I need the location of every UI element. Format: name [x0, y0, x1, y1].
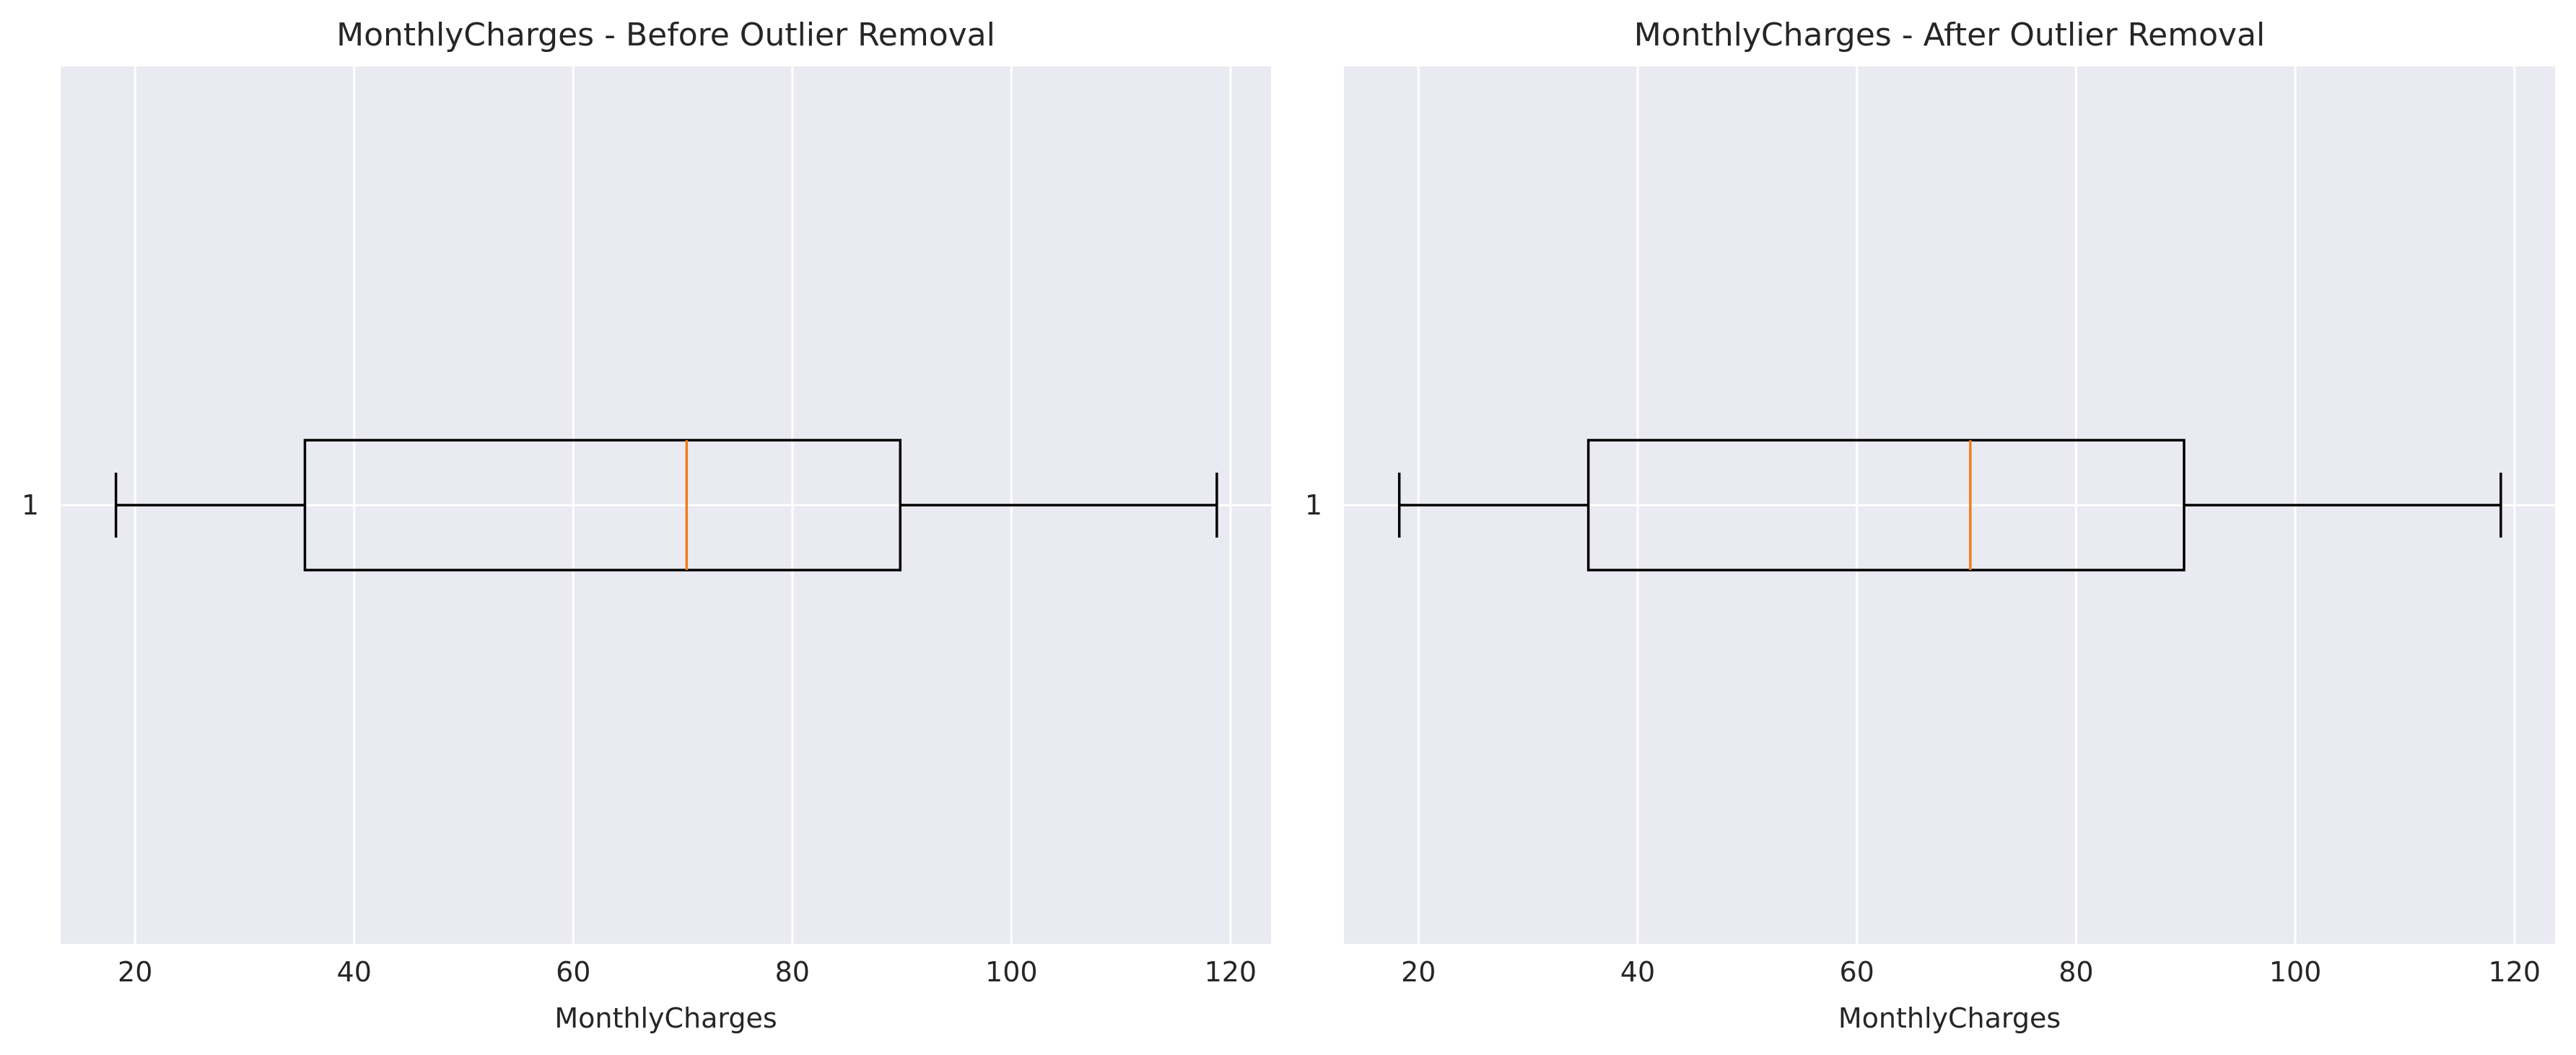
- box-plot: [114, 439, 1218, 572]
- box-iqr: [1586, 439, 2186, 572]
- chart-title: MonthlyCharges - After Outlier Removal: [1634, 17, 2266, 53]
- x-tick-label: 20: [1401, 956, 1436, 988]
- x-tick-label: 40: [1620, 956, 1655, 988]
- x-axis-ticks: 20 40 60 80 100 120: [1401, 956, 2541, 988]
- x-tick-label: 40: [337, 956, 372, 988]
- x-tick-label: 60: [556, 956, 590, 988]
- x-tick-label: 120: [2489, 956, 2541, 988]
- x-tick-label: 80: [775, 956, 810, 988]
- x-axis-ticks: 20 40 60 80 100 120: [118, 956, 1257, 988]
- x-tick-label: 80: [2058, 956, 2093, 988]
- x-tick-label: 100: [985, 956, 1038, 988]
- x-tick-label: 120: [1205, 956, 1257, 988]
- y-tick-label: 1: [1305, 489, 1322, 521]
- box-plot: [1397, 439, 2502, 572]
- box-iqr: [303, 439, 902, 572]
- y-tick-label: 1: [22, 489, 39, 521]
- panel-before-outlier-removal: 20 40 60 80 100 120 1 MonthlyCharges - Before…: [22, 17, 1271, 1034]
- x-tick-label: 20: [118, 956, 152, 988]
- y-axis-ticks: 1: [1305, 489, 1322, 521]
- x-tick-label: 60: [1840, 956, 1874, 988]
- panel-after-outlier-removal: 20 40 60 80 100 120 1 MonthlyCharges - After …: [1305, 17, 2555, 1034]
- x-axis-label: MonthlyCharges: [1838, 1002, 2061, 1034]
- x-axis-label: MonthlyCharges: [554, 1002, 777, 1034]
- chart-title: MonthlyCharges - Before Outlier Removal: [336, 17, 995, 53]
- y-axis-ticks: 1: [22, 489, 39, 521]
- x-tick-label: 100: [2269, 956, 2322, 988]
